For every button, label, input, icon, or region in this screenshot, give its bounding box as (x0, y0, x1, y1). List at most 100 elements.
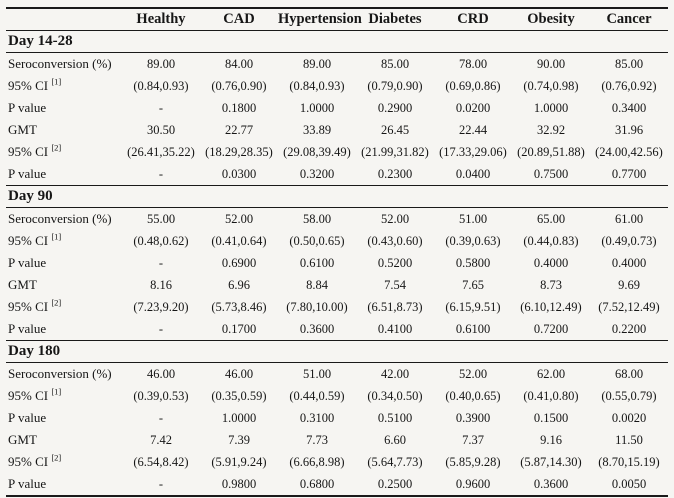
value-cell: - (158, 476, 164, 491)
value-cell: (5.91,9.24) (211, 454, 267, 469)
value-cell: - (158, 255, 164, 270)
value-cell: (0.39,0.63) (445, 233, 501, 248)
table-row: P value - 1.0000 0.3100 0.5100 0.3900 0.1500 0.… (6, 407, 668, 429)
table-row: P value - 0.9800 0.6800 0.2500 0.9600 0.3600 0.… (6, 473, 668, 496)
value-cell: 0.5200 (377, 255, 413, 270)
value-cell: 0.3200 (299, 166, 335, 181)
value-cell: 78.00 (458, 56, 488, 71)
row-label: Seroconversion (%) (6, 363, 122, 386)
row-label-text: P value (8, 100, 47, 115)
row-label: P value (6, 318, 122, 341)
section-header-day-90: Day 90 (8, 188, 53, 204)
value-cell: 0.3900 (455, 410, 491, 425)
value-cell: (20.89,51.88) (517, 144, 585, 159)
table-row: 95% CI [1] (0.84,0.93) (0.76,0.90) (0.84,0.… (6, 75, 668, 97)
row-label-text: GMT (8, 122, 37, 137)
value-cell: (17.33,29.06) (439, 144, 507, 159)
row-label: 95% CI [1] (6, 230, 122, 252)
column-header-cad: CAD (223, 11, 255, 27)
value-cell: 0.1700 (221, 321, 257, 336)
value-cell: - (158, 410, 164, 425)
value-cell: 7.54 (384, 277, 406, 292)
row-label: 95% CI [2] (6, 296, 122, 318)
value-cell: 55.00 (146, 211, 176, 226)
value-cell: 7.73 (306, 432, 328, 447)
value-cell: 30.50 (146, 122, 176, 137)
table-row: P value - 0.1700 0.3600 0.4100 0.6100 0.7200 0.… (6, 318, 668, 341)
value-cell: 0.0300 (221, 166, 257, 181)
value-cell: 0.4100 (377, 321, 413, 336)
value-cell: 65.00 (536, 211, 566, 226)
value-cell: 89.00 (302, 56, 332, 71)
value-cell: 0.6100 (455, 321, 491, 336)
section-header-day-14-28: Day 14-28 (8, 33, 73, 49)
value-cell: (0.41,0.64) (211, 233, 267, 248)
value-cell: 46.00 (146, 366, 176, 381)
value-cell: 85.00 (380, 56, 410, 71)
value-cell: 0.9800 (221, 476, 257, 491)
value-cell: 1.0000 (221, 410, 257, 425)
value-cell: 52.00 (224, 211, 254, 226)
value-cell: 58.00 (302, 211, 332, 226)
row-label-text: 95% CI (8, 233, 52, 248)
value-cell: 0.2300 (377, 166, 413, 181)
value-cell: 7.42 (150, 432, 172, 447)
value-cell: (24.00,42.56) (595, 144, 663, 159)
row-label-text: 95% CI (8, 144, 52, 159)
value-cell: (26.41,35.22) (127, 144, 195, 159)
value-cell: (6.51,8.73) (367, 299, 423, 314)
value-cell: 51.00 (458, 211, 488, 226)
value-cell: 42.00 (380, 366, 410, 381)
value-cell: 22.44 (458, 122, 488, 137)
column-header-hypertension: Hypertension (278, 11, 362, 27)
value-cell: 0.7700 (611, 166, 647, 181)
row-label: P value (6, 163, 122, 186)
results-table: Healthy CAD Hypertension Diabetes CRD Obesity… (6, 7, 668, 497)
value-cell: (0.55,0.79) (601, 388, 657, 403)
value-cell: 33.89 (302, 122, 332, 137)
row-label-text: 95% CI (8, 388, 52, 403)
value-cell: 0.2900 (377, 100, 413, 115)
value-cell: (6.66,8.98) (289, 454, 345, 469)
row-label: GMT (6, 274, 122, 296)
value-cell: (0.79,0.90) (367, 78, 423, 93)
section-header-row: Day 180 (6, 340, 668, 363)
section-header-day-180: Day 180 (8, 343, 61, 359)
value-cell: 9.16 (540, 432, 562, 447)
table-row: P value - 0.1800 1.0000 0.2900 0.0200 1.0000 0.… (6, 97, 668, 119)
value-cell: 0.9600 (455, 476, 491, 491)
row-label: GMT (6, 429, 122, 451)
row-label: GMT (6, 119, 122, 141)
value-cell: - (158, 100, 164, 115)
table-row: 95% CI [2] (7.23,9.20) (5.73,8.46) (7.80,10… (6, 296, 668, 318)
row-label: P value (6, 407, 122, 429)
value-cell: 0.7500 (533, 166, 569, 181)
value-cell: 0.2200 (611, 321, 647, 336)
value-cell: 26.45 (380, 122, 410, 137)
value-cell: (7.80,10.00) (286, 299, 348, 314)
table-row: GMT 30.50 22.77 33.89 26.45 22.44 32.92 31.96 (6, 119, 668, 141)
column-header-crd: CRD (457, 11, 489, 27)
value-cell: 11.50 (615, 432, 643, 447)
row-label: P value (6, 252, 122, 274)
value-cell: (6.54,8.42) (133, 454, 189, 469)
value-cell: 8.84 (306, 277, 328, 292)
value-cell: (0.50,0.65) (289, 233, 345, 248)
value-cell: 89.00 (146, 56, 176, 71)
row-label-text: P value (8, 476, 47, 491)
value-cell: (0.76,0.92) (601, 78, 657, 93)
row-label-text: P value (8, 410, 47, 425)
value-cell: 0.0200 (455, 100, 491, 115)
value-cell: 90.00 (536, 56, 566, 71)
row-label: 95% CI [1] (6, 75, 122, 97)
value-cell: 85.00 (614, 56, 644, 71)
table-row: Seroconversion (%) 89.00 84.00 89.00 85.00 78… (6, 53, 668, 76)
value-cell: 9.69 (618, 277, 640, 292)
value-cell: 0.4000 (533, 255, 569, 270)
value-cell: 31.96 (614, 122, 644, 137)
footnote-marker: [2] (51, 297, 62, 308)
value-cell: (0.35,0.59) (211, 388, 267, 403)
value-cell: 61.00 (614, 211, 644, 226)
row-label-text: GMT (8, 277, 37, 292)
